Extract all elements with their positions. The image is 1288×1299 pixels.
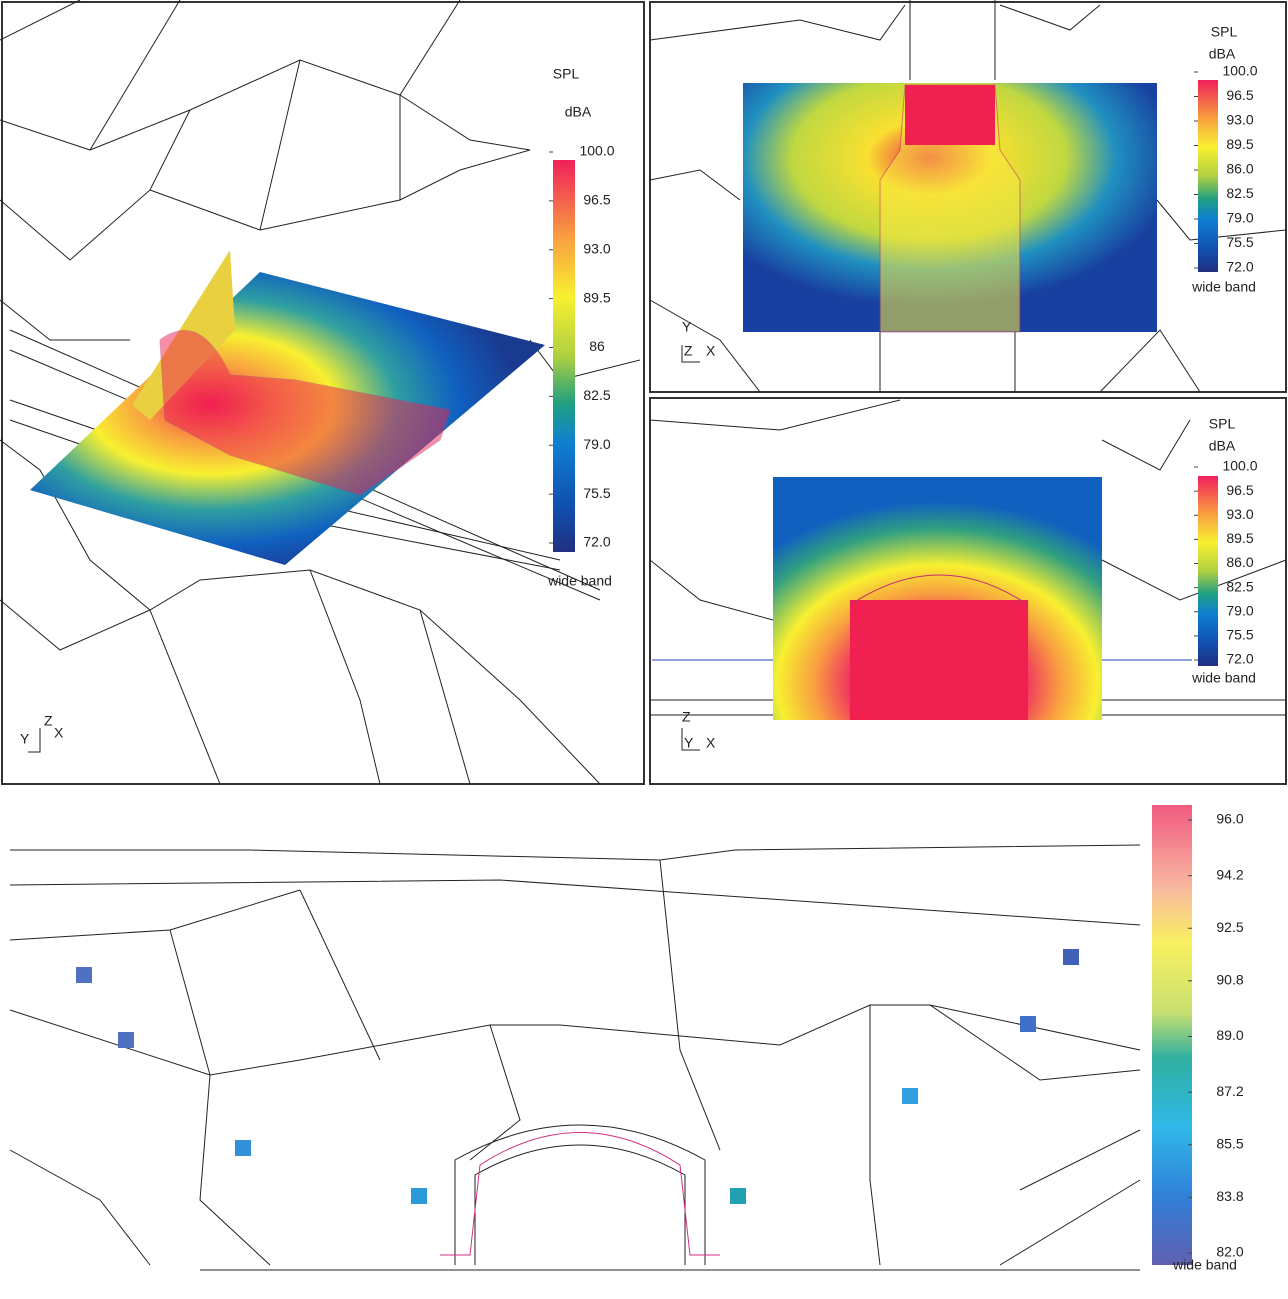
axis-label: Z: [44, 713, 53, 729]
colorbar-tick-label: 96.5: [1226, 87, 1253, 103]
legend-title: SPL: [1211, 24, 1238, 40]
tunnel-outline: [440, 1132, 720, 1256]
colorbar-tick-label: 100.0: [579, 143, 614, 159]
colorbar-tick-label: 90.8: [1216, 972, 1243, 988]
colorbar-tick-label: 93.0: [1226, 112, 1253, 128]
legend-unit: dBA: [1209, 46, 1236, 62]
axis-label: Y: [20, 731, 30, 747]
colorbar-tick-label: 89.0: [1216, 1027, 1243, 1043]
receiver-icon: [76, 967, 92, 983]
tunnel-outline: [849, 574, 1029, 606]
panel-frame: [1, 1, 645, 785]
colorbar: [1198, 476, 1218, 666]
receiver-icon: [235, 1140, 251, 1156]
colorbar-tick-label: 89.5: [1226, 136, 1253, 152]
colorbar-tick-label: 96.5: [583, 192, 610, 208]
colorbar-tick-label: 72.0: [1226, 651, 1253, 667]
receivers: [76, 949, 1079, 1204]
axis-label: Z: [682, 709, 691, 725]
colorbar-tick-label: 86.0: [1226, 554, 1253, 570]
legend-title: SPL: [553, 66, 580, 82]
colorbar-tick-label: 79.0: [1226, 602, 1253, 618]
tunnel-outline: [159, 330, 451, 496]
axis-triad: [28, 345, 700, 753]
colorbar-tick-label: 75.5: [1226, 627, 1253, 643]
colorbar: [1152, 805, 1192, 1265]
colorbar-tick-label: 72.0: [1226, 259, 1253, 275]
colorbar-tick-label: 96.5: [1226, 482, 1253, 498]
receiver-icon: [118, 1032, 134, 1048]
colorbar-tick-label: 93.0: [583, 240, 610, 256]
colorbar-tick-label: 82.5: [583, 387, 610, 403]
receiver-icon: [730, 1188, 746, 1204]
receiver-icon: [902, 1088, 918, 1104]
colorbar: [1198, 80, 1218, 272]
colorbar-tick-label: 89.5: [583, 289, 610, 305]
colorbar-tick-label: 94.2: [1216, 866, 1243, 882]
colorbar-tick-label: 93.0: [1226, 506, 1253, 522]
wireframe: [9, 844, 1141, 1271]
axis-label: Z: [684, 343, 693, 359]
legend-title: SPL: [1209, 416, 1236, 432]
legend-unit: dBA: [1209, 438, 1236, 454]
legend-footer: wide band: [1191, 670, 1256, 686]
colorbar-tick-label: 96.0: [1216, 811, 1243, 827]
receiver-icon: [1020, 1016, 1036, 1032]
receiver-icon: [1063, 949, 1079, 965]
panel-frame: [649, 1, 1287, 393]
colorbar-tick-label: 87.2: [1216, 1083, 1243, 1099]
colorbar-tick-label: 79.0: [1226, 210, 1253, 226]
heatmap-hot: [905, 85, 995, 145]
colorbar-tick-label: 82.5: [1226, 185, 1253, 201]
colorbar-tick-label: 75.5: [583, 485, 610, 501]
receiver-icon: [411, 1188, 427, 1204]
axis-label: X: [54, 725, 64, 741]
axis-label: X: [706, 343, 716, 359]
axis-label: Y: [682, 319, 692, 335]
colorbar-tick-label: 100.0: [1222, 63, 1257, 79]
panel-frame: [649, 397, 1287, 785]
colorbar-tick-label: 92.5: [1216, 919, 1243, 935]
heatmap-hot: [850, 600, 1028, 720]
colorbar-tick-label: 100.0: [1222, 458, 1257, 474]
colorbar-tick-label: 79.0: [583, 436, 610, 452]
colorbar-tick-label: 75.5: [1226, 234, 1253, 250]
axis-label: Y: [684, 735, 694, 751]
tunnel-outline: [879, 84, 1021, 333]
colorbar-tick-label: 72.0: [583, 534, 610, 550]
colorbar-tick-label: 85.5: [1216, 1135, 1243, 1151]
wireframe: [649, 0, 1287, 393]
colorbar-tick-label: 89.5: [1226, 530, 1253, 546]
colorbar-tick-label: 86.0: [1226, 161, 1253, 177]
wireframe: [0, 0, 641, 785]
legend-footer: wide band: [547, 573, 612, 589]
axis-label: X: [706, 735, 716, 751]
legend-unit: dBA: [565, 104, 592, 120]
colorbar: [553, 160, 575, 552]
colorbar-tick-label: 86: [589, 338, 605, 354]
colorbar-tick-label: 82.5: [1226, 578, 1253, 594]
colorbar-tick-label: 83.8: [1216, 1188, 1243, 1204]
legend-footer: wide band: [1172, 1257, 1237, 1273]
legend-footer: wide band: [1191, 279, 1256, 295]
colorbar-tick-label: 82.0: [1216, 1244, 1243, 1260]
